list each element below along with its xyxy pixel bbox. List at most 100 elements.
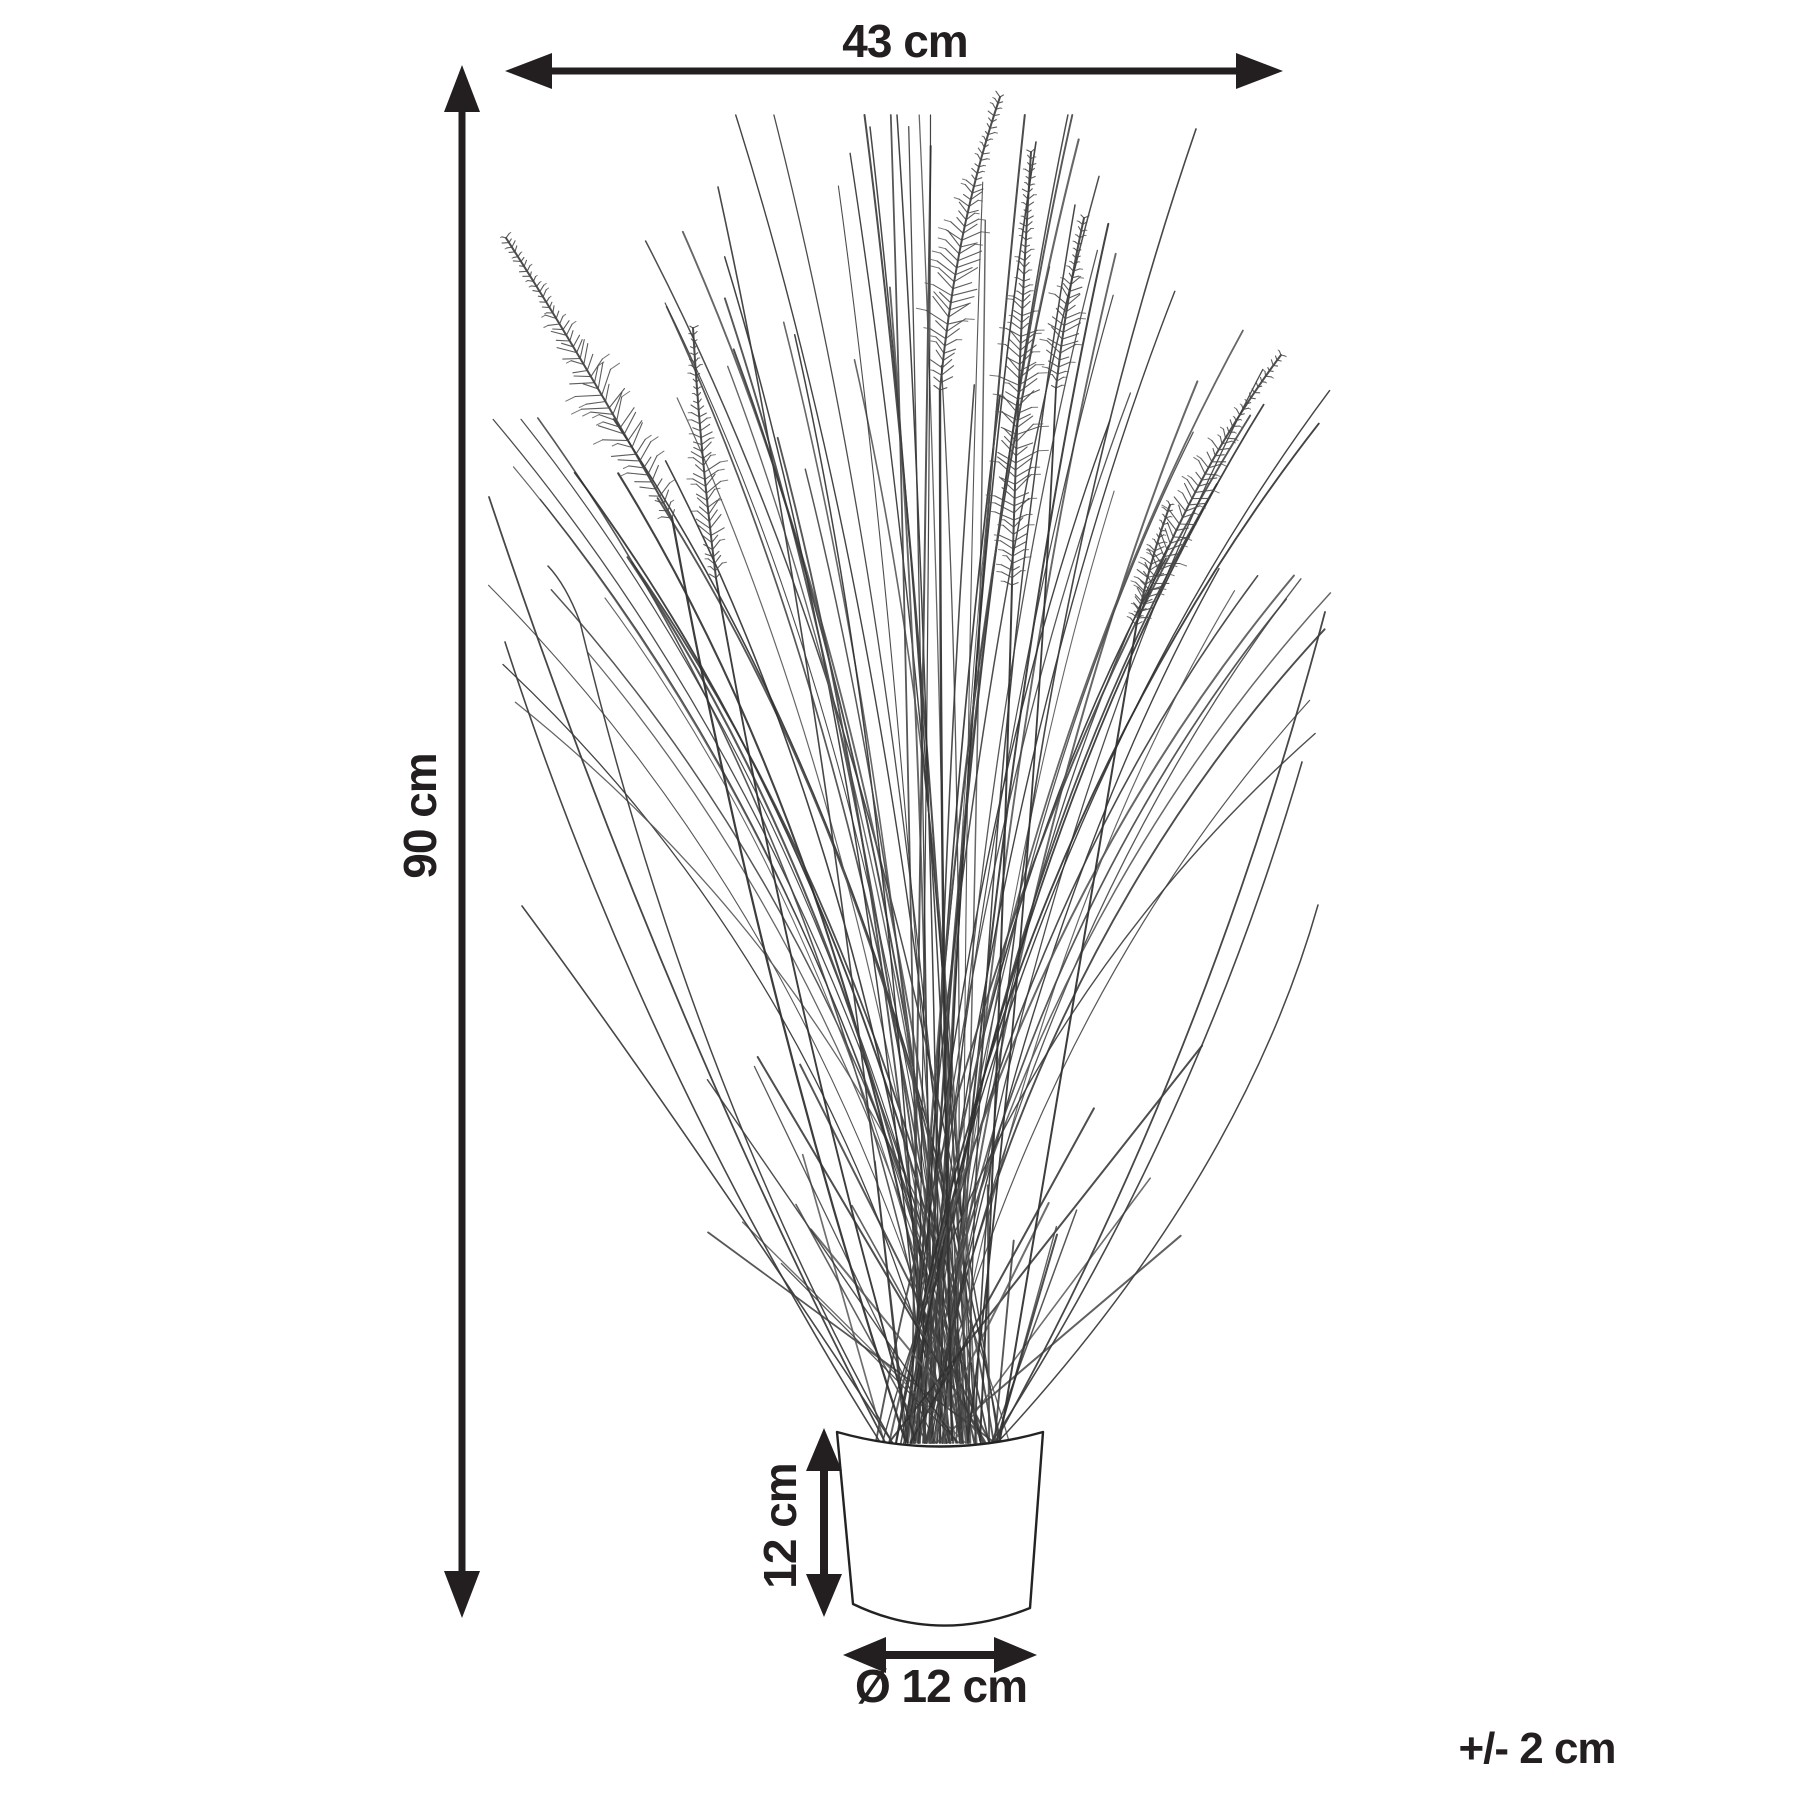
grass-stroke: [719, 538, 726, 541]
grass-stroke: [695, 493, 708, 501]
arrowhead-right-icon: [1236, 53, 1283, 89]
grass-stroke: [938, 291, 952, 304]
grass-stroke: [994, 539, 1002, 542]
grass-stroke: [1173, 496, 1187, 512]
grass-stroke: [1012, 541, 1027, 550]
grass-stroke: [1060, 340, 1079, 347]
grass-stroke: [570, 360, 585, 366]
width-dimension: 43 cm: [505, 15, 1283, 89]
grass-stroke: [1238, 425, 1243, 428]
grass-stroke: [896, 114, 942, 1444]
grass-stroke: [691, 412, 700, 418]
grass-stroke: [1023, 261, 1030, 268]
grass-stroke: [703, 543, 714, 551]
grass-stroke: [1017, 256, 1026, 262]
grass-stroke: [544, 312, 548, 315]
grass-stroke: [1057, 370, 1066, 375]
grass-stroke: [1027, 201, 1035, 207]
grass-stroke: [1023, 269, 1030, 275]
grass-stroke: [525, 280, 529, 283]
grass-stroke: [705, 480, 722, 494]
grass-stroke: [598, 414, 618, 422]
grass-stroke: [1003, 435, 1017, 450]
grass-stroke: [590, 411, 614, 415]
grass-stroke: [1140, 607, 1154, 612]
grass-stroke: [964, 184, 973, 194]
grass-stroke: [931, 250, 942, 254]
grass-stroke: [991, 119, 997, 123]
grass-stroke: [1062, 322, 1082, 333]
grass-stroke: [708, 509, 718, 522]
grass-stroke: [1012, 298, 1023, 310]
grass-stroke: [939, 387, 948, 391]
grass-stroke: [579, 339, 585, 360]
grass-stroke: [572, 369, 588, 374]
grass-stroke: [986, 510, 996, 513]
grass-stroke: [1175, 527, 1189, 531]
grass-stroke: [1022, 290, 1031, 296]
grass-stroke: [696, 378, 700, 384]
grass-stroke: [545, 297, 550, 303]
grass-stroke: [617, 459, 641, 462]
grass-stroke: [1233, 431, 1237, 434]
grass-stroke: [1134, 594, 1145, 605]
grass-stroke: [1018, 361, 1037, 372]
grass-stroke: [505, 237, 673, 519]
grass-stroke: [552, 328, 564, 331]
grass-stroke: [974, 177, 983, 181]
grass-stroke: [995, 563, 1002, 566]
grass-stroke: [1002, 524, 1014, 535]
grass-stroke: [943, 219, 952, 223]
grass-stroke: [585, 400, 607, 405]
grass-stroke: [989, 126, 998, 129]
grass-stroke: [1013, 310, 1023, 317]
grass-stroke: [1016, 413, 1031, 421]
grass-stroke: [958, 198, 970, 207]
grass-stroke: [555, 310, 560, 320]
grass-stroke: [517, 252, 522, 258]
grass-stroke: [1014, 474, 1030, 485]
grass-stroke: [656, 450, 665, 457]
grass-stroke: [913, 1234, 948, 1445]
grass-stroke: [1011, 322, 1022, 330]
grass-stroke: [1166, 521, 1174, 538]
grass-stroke: [971, 167, 978, 174]
grass-stroke: [1163, 552, 1182, 558]
grass-stroke: [513, 256, 519, 258]
grass-stroke: [998, 476, 1016, 492]
grass-stroke: [1143, 564, 1157, 578]
grass-stroke: [1000, 477, 1016, 485]
grass-stroke: [569, 330, 574, 342]
grass-stroke: [1163, 507, 1169, 513]
grass-stroke: [692, 473, 706, 480]
grass-stroke: [1245, 399, 1248, 405]
grass-stroke: [1007, 356, 1020, 372]
grass-stroke: [707, 499, 718, 508]
grass-stroke: [980, 158, 988, 161]
grass-stroke: [851, 1204, 985, 1444]
grass-stroke: [583, 343, 589, 366]
grass-stroke: [1131, 613, 1139, 619]
grass-stroke: [887, 1044, 1203, 1444]
grass-stroke: [1019, 351, 1034, 365]
grass-stroke: [1206, 451, 1213, 463]
grass-stroke: [1251, 388, 1255, 394]
grass-stroke: [545, 314, 557, 320]
grass-stroke: [955, 258, 981, 269]
grass-stroke: [962, 178, 967, 181]
grass-stroke: [993, 113, 1000, 117]
grass-stroke: [1056, 376, 1064, 382]
grass-stroke: [1194, 489, 1214, 493]
grass-stroke: [710, 527, 725, 537]
grass-stroke: [1145, 578, 1155, 585]
grass-stroke: [1024, 254, 1031, 262]
grass-stroke: [1158, 592, 1165, 596]
grass-stroke: [1152, 538, 1155, 541]
grass-stroke: [593, 439, 604, 445]
grass-stroke: [612, 391, 623, 415]
grass-stroke: [945, 328, 960, 340]
grass-stroke: [938, 246, 946, 250]
grass-stroke: [1190, 477, 1200, 487]
grass-stroke: [576, 339, 583, 354]
